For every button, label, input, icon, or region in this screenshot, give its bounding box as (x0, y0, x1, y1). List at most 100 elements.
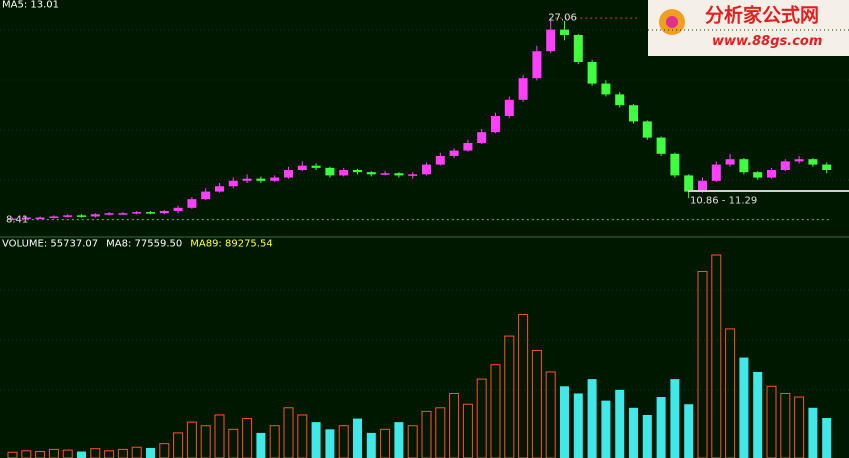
candle-body (8, 218, 17, 221)
candle-body (463, 143, 473, 151)
candle-body (767, 170, 776, 178)
watermark-title: 分析家公式网 (705, 4, 819, 27)
volume-bar (697, 271, 708, 458)
candle-body (63, 215, 73, 217)
candle-body (725, 159, 735, 165)
candle-body (118, 213, 128, 215)
candle-body (629, 105, 638, 122)
candle-body (780, 161, 790, 170)
candle-body (35, 217, 45, 220)
candle-body (187, 199, 197, 208)
candle-body (670, 153, 680, 176)
watermark-url: www.88gs.com (712, 34, 822, 49)
candle-body (449, 150, 459, 156)
volume-bar (739, 357, 749, 458)
candle-body (822, 164, 832, 170)
candle-body (601, 83, 611, 95)
candle-body (394, 173, 404, 176)
volume-bar (794, 396, 805, 458)
volume-bar (780, 392, 791, 458)
candle-body (532, 51, 542, 79)
candle-body (642, 121, 652, 138)
candle-body (477, 132, 487, 143)
volume-bar (90, 448, 101, 458)
volume-bar (311, 422, 321, 458)
volume-bar (601, 400, 611, 458)
volume-bar (656, 397, 666, 458)
volume-bar (753, 371, 763, 458)
candle-body (504, 99, 514, 116)
candle-body (77, 215, 86, 217)
volume-bar (629, 407, 638, 458)
candle-body (656, 137, 666, 154)
candle-body (132, 212, 142, 214)
volume-bar (407, 425, 418, 458)
volume-bar (476, 378, 487, 458)
candle-body (546, 29, 556, 52)
candle-body (104, 213, 114, 215)
candle-body (270, 177, 280, 181)
volume-bar (725, 328, 736, 458)
candle-body (408, 174, 418, 176)
candle-body (146, 212, 155, 214)
volume-bar (394, 422, 404, 458)
volume-legend: MA8: 77559.50 (106, 238, 182, 249)
candle-body (366, 172, 376, 175)
volume-bar (186, 421, 197, 458)
candle-body (739, 159, 749, 173)
volume-bar (256, 432, 266, 458)
volume-bar (684, 404, 694, 458)
candle-body (794, 159, 804, 162)
volume-bar (504, 335, 515, 458)
candle-body (242, 178, 252, 181)
volume-bar (366, 432, 376, 458)
low-label: 8.41 (6, 214, 28, 225)
candle-body (753, 172, 763, 178)
candle-body (339, 170, 349, 176)
candle-body (325, 167, 335, 176)
volume-bar (338, 425, 349, 458)
candle-body (711, 164, 721, 181)
candle-body (615, 94, 625, 106)
watermark-logo-center (666, 16, 678, 28)
candle-body (560, 29, 569, 35)
volume-bar (518, 314, 529, 458)
high-label: 27.06 (548, 13, 577, 24)
candle-body (21, 217, 31, 220)
candle-body (698, 180, 707, 192)
volume-bar (159, 443, 170, 458)
volume-bar (131, 446, 142, 458)
candle-body (159, 211, 169, 214)
range-label: 10.86 - 11.29 (690, 195, 757, 206)
volume-bar (560, 386, 569, 458)
volume-bar (462, 403, 473, 458)
volume-bar (808, 407, 818, 458)
candle-body (201, 191, 211, 200)
volume-bar (62, 449, 73, 458)
volume-bar (325, 429, 335, 458)
candle-body (808, 159, 818, 165)
candle-body (573, 35, 583, 62)
volume-bar (77, 451, 86, 458)
volume-bar (587, 379, 597, 458)
candle-body (284, 170, 293, 178)
volume-bar (200, 425, 211, 458)
candle-body (90, 214, 100, 217)
candle-body (353, 170, 362, 173)
candle-body (518, 78, 528, 100)
volume-bar (642, 414, 652, 458)
candle-body (380, 173, 390, 175)
candle-body (256, 178, 266, 181)
candle-body (587, 62, 597, 84)
volume-bar (242, 418, 253, 458)
candle-body (49, 216, 59, 218)
candle-body (684, 175, 694, 192)
volume-bar (670, 379, 680, 458)
volume-bar (822, 418, 832, 458)
candle-body (422, 164, 431, 175)
candle-body (173, 207, 183, 212)
volume-bar (269, 425, 280, 458)
candle-body (215, 186, 224, 192)
